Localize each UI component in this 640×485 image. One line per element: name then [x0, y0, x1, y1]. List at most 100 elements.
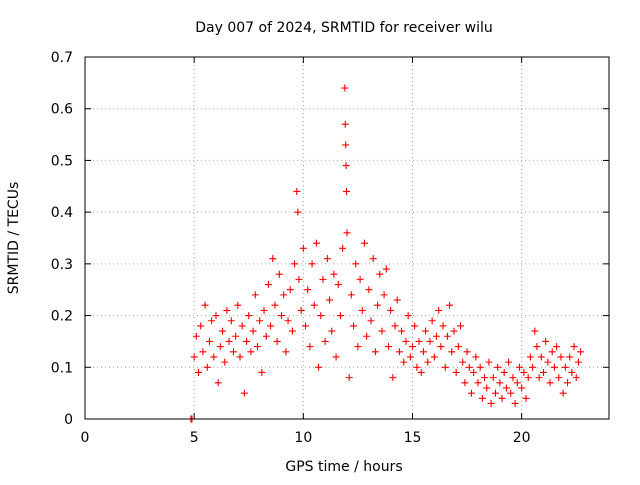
data-point — [450, 327, 458, 335]
data-point — [356, 275, 364, 283]
data-point — [330, 270, 338, 278]
data-point — [419, 348, 427, 356]
data-point — [409, 343, 416, 351]
data-point — [439, 322, 447, 330]
data-point — [319, 275, 327, 283]
data-point — [491, 389, 499, 397]
data-point — [574, 358, 582, 366]
data-point — [485, 358, 493, 366]
data-point — [350, 322, 358, 330]
data-point — [223, 306, 231, 314]
data-point — [513, 379, 521, 387]
data-point — [555, 374, 563, 382]
data-point — [505, 358, 513, 366]
data-point — [496, 379, 504, 387]
data-point — [526, 353, 534, 361]
data-point — [511, 399, 519, 407]
data-point — [260, 306, 268, 314]
data-point — [247, 348, 255, 356]
data-point — [249, 327, 257, 335]
data-point — [214, 379, 222, 387]
data-point — [284, 317, 292, 325]
data-point — [341, 120, 349, 128]
data-point — [304, 286, 312, 294]
data-point — [384, 343, 392, 351]
data-point — [498, 394, 506, 402]
data-point — [561, 363, 569, 371]
data-point — [572, 374, 580, 382]
data-point — [286, 286, 294, 294]
data-point — [387, 306, 395, 314]
data-point — [221, 358, 229, 366]
y-tick-label: 0.5 — [51, 153, 73, 169]
data-point — [509, 374, 517, 382]
data-point — [389, 374, 397, 382]
data-point — [376, 270, 384, 278]
data-point — [365, 286, 373, 294]
y-tick-label: 0.3 — [51, 257, 73, 273]
data-point — [306, 343, 314, 351]
data-point — [199, 348, 207, 356]
x-tick-labels: 0 5 10 15 20 — [81, 430, 531, 446]
data-point — [518, 384, 526, 392]
data-point — [461, 379, 469, 387]
data-point — [550, 363, 558, 371]
data-point — [474, 379, 482, 387]
data-point — [467, 389, 475, 397]
data-point — [236, 353, 244, 361]
data-point — [568, 368, 576, 376]
x-tick-label: 20 — [513, 430, 531, 446]
data-point — [430, 353, 438, 361]
data-point — [256, 317, 264, 325]
data-point — [210, 353, 218, 361]
data-point — [312, 239, 320, 247]
data-point — [413, 363, 421, 371]
data-point — [267, 322, 275, 330]
data-point — [459, 358, 467, 366]
data-point — [424, 358, 432, 366]
data-point — [212, 312, 220, 320]
data-point — [269, 255, 277, 263]
data-point — [271, 301, 279, 309]
data-point — [262, 332, 270, 340]
data-point — [205, 337, 213, 345]
data-point — [520, 368, 528, 376]
data-point — [476, 363, 484, 371]
grid-lines — [85, 57, 609, 419]
data-point — [293, 187, 301, 195]
data-point — [253, 343, 261, 351]
data-points — [187, 84, 585, 423]
data-point — [402, 337, 410, 345]
data-point — [363, 332, 371, 340]
data-point — [315, 363, 323, 371]
data-point — [219, 327, 227, 335]
data-point — [472, 353, 480, 361]
data-point — [216, 343, 224, 351]
data-point — [273, 337, 281, 345]
data-point — [448, 348, 456, 356]
data-point — [398, 327, 406, 335]
data-point — [326, 296, 334, 304]
data-point — [288, 327, 296, 335]
data-point — [533, 343, 541, 351]
data-point — [465, 363, 473, 371]
data-point — [229, 348, 237, 356]
data-point — [540, 368, 547, 376]
data-point — [352, 260, 360, 268]
data-point — [251, 291, 259, 299]
data-point — [378, 327, 386, 335]
data-point — [297, 306, 305, 314]
y-tick-label: 0 — [64, 412, 73, 428]
data-point — [328, 327, 336, 335]
data-point — [336, 312, 344, 320]
data-point — [507, 389, 515, 397]
data-point — [317, 312, 325, 320]
x-axis-label: GPS time / hours — [285, 459, 402, 475]
data-point — [238, 322, 246, 330]
data-point — [577, 348, 585, 356]
data-point — [487, 399, 495, 407]
data-point — [406, 353, 414, 361]
y-tick-label: 0.6 — [51, 102, 73, 118]
